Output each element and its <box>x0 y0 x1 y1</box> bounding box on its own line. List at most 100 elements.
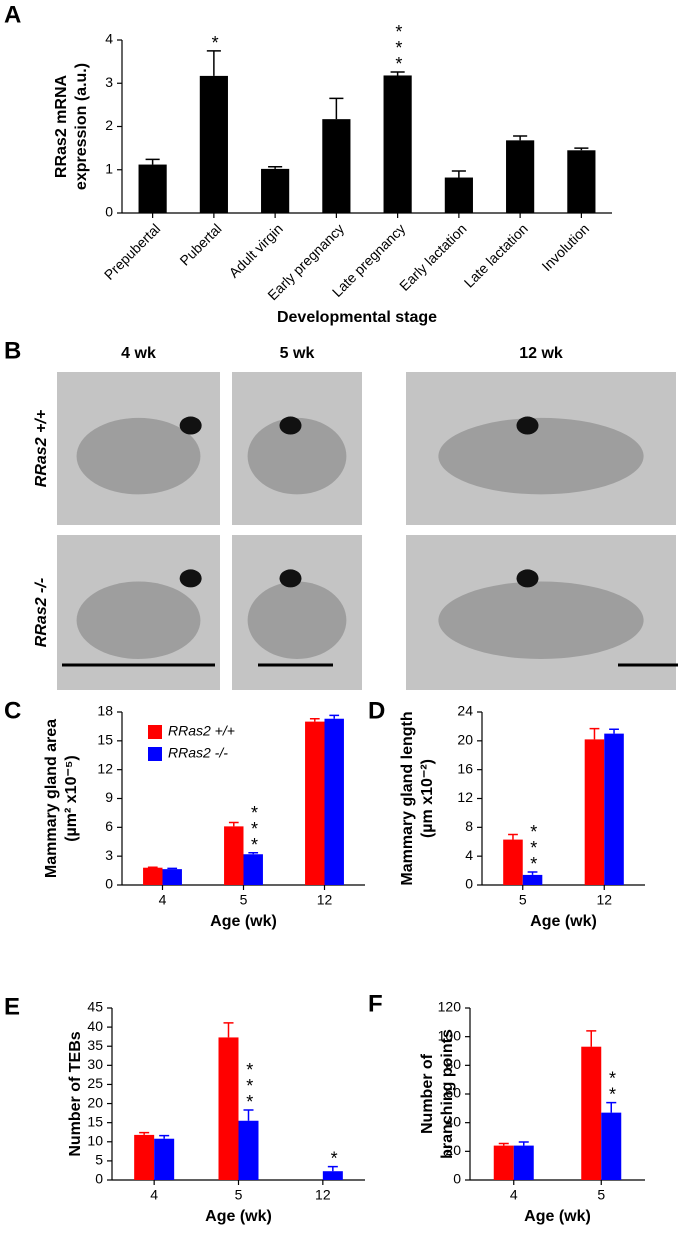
lymph-node <box>279 569 302 588</box>
lymph-node <box>516 416 539 435</box>
y-tick-label: 5 <box>95 1152 103 1168</box>
x-axis-label: Age (wk) <box>530 913 597 930</box>
column-label: 5 wk <box>280 345 315 362</box>
x-tick-label: 12 <box>317 892 333 908</box>
y-axis-label: expression (a.u.) <box>73 63 90 190</box>
x-tick-label: 4 <box>150 1187 158 1203</box>
panel-letter: B <box>4 337 21 364</box>
bar <box>506 140 535 213</box>
y-tick-label: 100 <box>438 1027 462 1043</box>
y-tick-label: 8 <box>465 818 473 834</box>
error-bar <box>513 135 528 141</box>
gland-tissue <box>438 417 644 495</box>
row-label: RRas2 -/- <box>33 578 50 647</box>
y-axis-label: branching points <box>439 1029 456 1159</box>
y-tick-label: 40 <box>445 1113 461 1129</box>
y-axis-label: Number of TEBs <box>67 1031 84 1156</box>
bar <box>522 874 543 885</box>
error-bar <box>518 1141 529 1146</box>
column-label: 4 wk <box>121 345 156 362</box>
x-axis-label: Age (wk) <box>210 913 277 930</box>
x-tick-label: Pubertal <box>176 220 224 268</box>
y-tick-label: 30 <box>87 1056 103 1072</box>
gland-tissue <box>247 581 347 659</box>
gland-tissue <box>76 417 201 495</box>
y-tick-label: 6 <box>105 818 113 834</box>
column-label: 12 wk <box>519 345 563 362</box>
bar <box>503 839 523 885</box>
error-bar <box>309 717 320 722</box>
significance: *** <box>389 22 409 70</box>
y-tick-label: 3 <box>105 847 113 863</box>
y-tick-label: 40 <box>87 1018 103 1034</box>
panel-letter: F <box>368 990 383 1017</box>
significance: * <box>324 1149 344 1165</box>
y-tick-label: 20 <box>457 732 473 748</box>
y-tick-label: 120 <box>438 999 462 1015</box>
panel-letter: D <box>368 697 385 724</box>
error-bar <box>606 1101 617 1113</box>
y-tick-label: 2 <box>105 117 113 133</box>
y-tick-label: 60 <box>445 1085 461 1101</box>
bar <box>322 1171 343 1180</box>
lymph-node <box>516 569 539 588</box>
x-tick-label: 12 <box>596 892 612 908</box>
x-tick-label: Involution <box>538 220 592 274</box>
legend-swatch <box>148 725 162 739</box>
significance: *** <box>244 803 264 851</box>
error-bar <box>589 727 600 740</box>
significance: *** <box>524 822 544 870</box>
y-tick-label: 12 <box>97 760 113 776</box>
error-bar <box>243 1109 254 1121</box>
error-bar <box>574 147 589 151</box>
error-bar <box>167 867 178 870</box>
error-bar <box>248 852 259 855</box>
lymph-node <box>179 569 202 588</box>
bar <box>604 733 624 885</box>
x-tick-label: Adult virgin <box>226 220 286 280</box>
legend-label: RRas2 +/+ <box>168 723 235 739</box>
bar <box>322 119 351 213</box>
bar <box>134 1134 155 1180</box>
bar <box>218 1037 239 1180</box>
bar <box>493 1145 514 1180</box>
error-bar <box>527 871 538 875</box>
panel-letter: C <box>4 697 21 724</box>
x-axis-label: Developmental stage <box>277 309 437 326</box>
error-bar <box>206 50 221 76</box>
error-bar <box>609 728 619 734</box>
error-bar <box>498 1142 509 1146</box>
bar <box>138 164 167 213</box>
bar <box>154 1138 175 1180</box>
bar <box>243 854 263 885</box>
y-axis-label: Number of <box>419 1053 436 1134</box>
y-tick-label: 10 <box>87 1132 103 1148</box>
gland-tissue <box>76 581 201 659</box>
y-tick-label: 80 <box>445 1056 461 1072</box>
y-tick-label: 24 <box>457 703 473 719</box>
y-tick-label: 35 <box>87 1037 103 1053</box>
bar <box>143 867 163 885</box>
significance: *** <box>240 1060 260 1108</box>
bar <box>224 826 244 885</box>
y-axis-label: RRas2 mRNA <box>53 74 70 178</box>
error-bar <box>586 1030 597 1047</box>
error-bar <box>451 170 466 178</box>
x-tick-label: Prepubertal <box>101 220 164 283</box>
x-tick-label: 5 <box>240 892 248 908</box>
y-tick-label: 4 <box>105 31 113 47</box>
error-bar <box>508 833 518 840</box>
y-tick-label: 12 <box>457 789 473 805</box>
bar <box>513 1145 534 1180</box>
bar <box>584 739 605 885</box>
x-tick-label: Late lactation <box>461 220 531 290</box>
y-tick-label: 0 <box>465 876 473 892</box>
error-bar <box>268 165 283 169</box>
bar <box>305 721 325 885</box>
lymph-node <box>179 416 202 435</box>
significance: ** <box>603 1069 623 1101</box>
error-bar <box>159 1134 170 1139</box>
bar <box>261 168 290 213</box>
y-tick-label: 0 <box>105 204 113 220</box>
y-tick-label: 25 <box>87 1075 103 1091</box>
